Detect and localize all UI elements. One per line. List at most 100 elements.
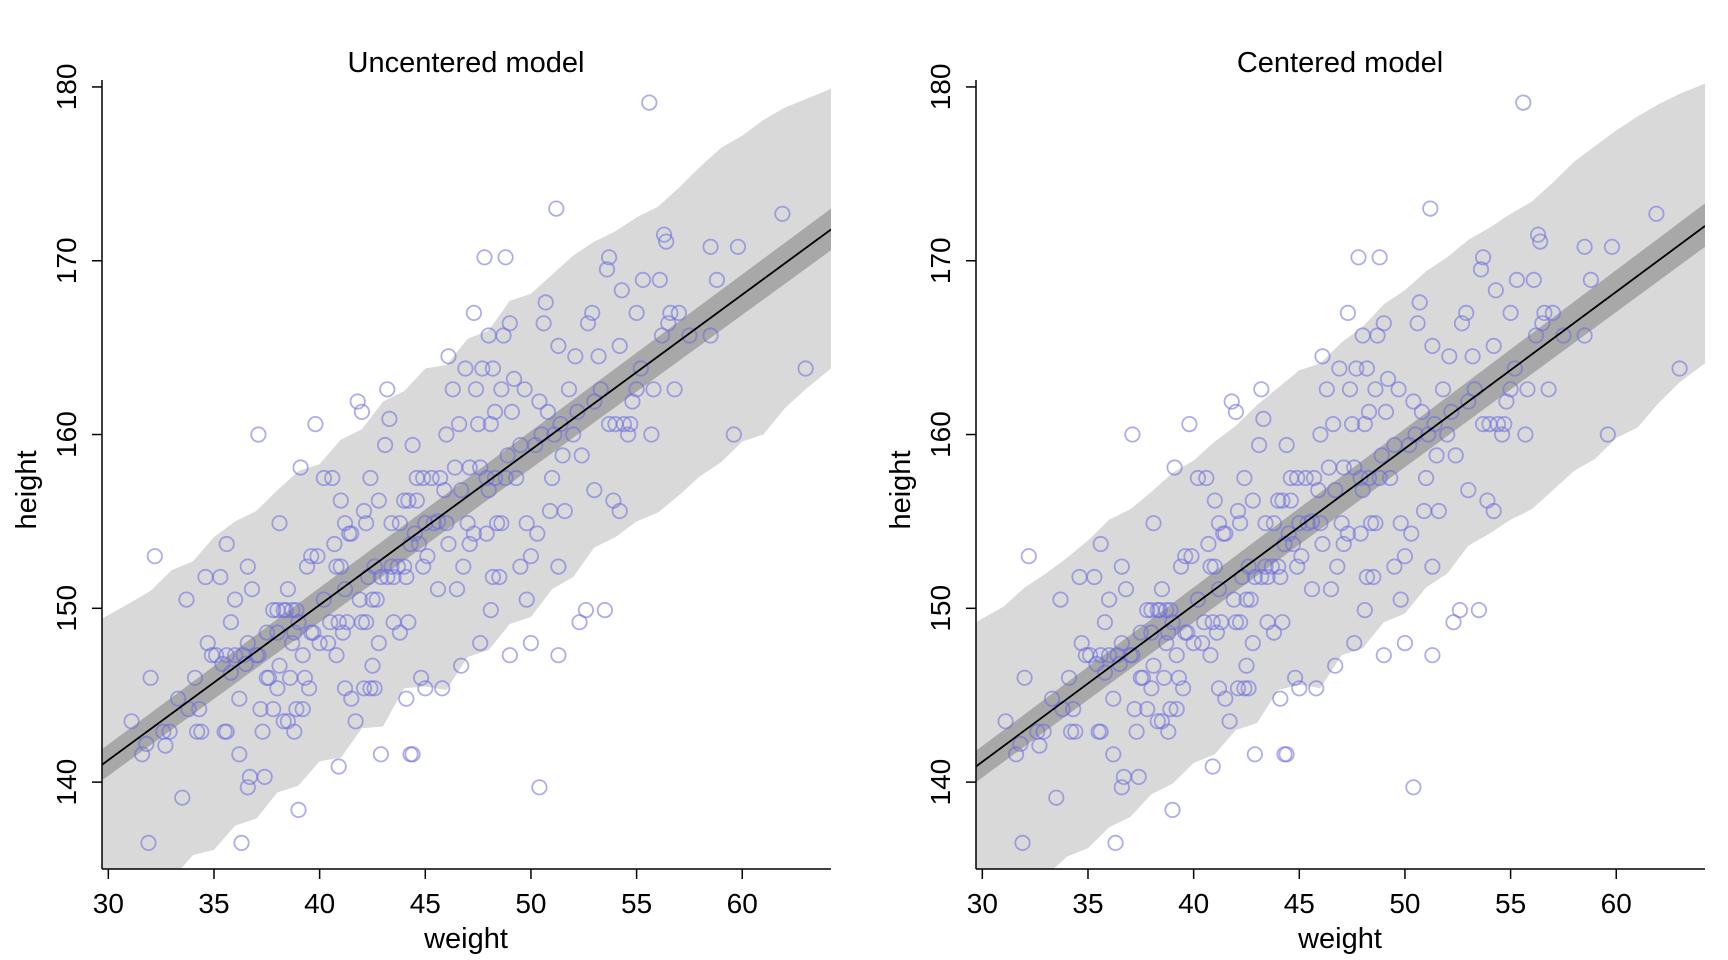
y-tick-label: 180 xyxy=(51,64,82,111)
y-tick-label: 160 xyxy=(51,411,82,458)
data-point xyxy=(478,525,495,542)
data-point xyxy=(389,558,406,575)
data-point xyxy=(410,535,428,553)
data-point xyxy=(1143,680,1160,697)
data-point xyxy=(491,568,508,586)
data-point xyxy=(1360,403,1378,420)
data-point xyxy=(1194,634,1211,652)
data-point xyxy=(1227,403,1245,420)
data-point xyxy=(372,746,389,763)
data-point xyxy=(1532,233,1549,250)
data-point xyxy=(569,403,586,420)
data-point xyxy=(277,601,294,619)
data-point xyxy=(1206,492,1223,509)
data-point xyxy=(1255,410,1272,427)
data-point xyxy=(1196,614,1213,631)
data-point xyxy=(1464,348,1481,365)
data-point xyxy=(725,426,742,443)
data-point xyxy=(1485,337,1502,354)
data-point xyxy=(134,746,151,763)
data-point xyxy=(408,492,425,509)
data-point xyxy=(1379,370,1397,387)
data-point xyxy=(708,271,726,288)
data-point xyxy=(474,360,491,377)
data-point xyxy=(615,415,633,433)
data-point xyxy=(146,548,163,565)
data-point xyxy=(1485,502,1502,520)
data-point xyxy=(349,393,366,410)
data-point xyxy=(1272,568,1289,586)
data-point xyxy=(250,426,267,443)
data-point xyxy=(596,601,614,619)
data-point xyxy=(1181,415,1198,433)
data-point xyxy=(1126,700,1143,718)
data-point xyxy=(1322,581,1340,598)
data-point xyxy=(1405,779,1422,796)
data-point xyxy=(189,723,206,740)
data-point xyxy=(1392,515,1409,532)
data-point xyxy=(376,436,394,454)
data-point xyxy=(1183,548,1200,565)
data-point xyxy=(592,381,609,398)
data-point xyxy=(1341,381,1359,398)
data-point xyxy=(324,469,341,487)
data-point xyxy=(1278,746,1295,763)
data-point xyxy=(355,680,373,697)
data-point xyxy=(1265,515,1283,532)
data-point xyxy=(231,746,248,763)
data-point xyxy=(1101,647,1118,664)
data-point xyxy=(265,700,282,718)
data-point xyxy=(1067,723,1084,740)
data-point xyxy=(292,459,309,476)
data-point xyxy=(298,558,316,575)
data-point xyxy=(286,624,303,641)
data-point xyxy=(1263,558,1280,575)
data-point xyxy=(550,647,567,664)
data-point xyxy=(486,403,504,420)
data-point xyxy=(1274,614,1291,631)
data-point xyxy=(286,723,303,740)
data-point xyxy=(1443,403,1460,420)
data-point xyxy=(1671,360,1688,377)
data-point xyxy=(467,381,485,398)
data-point xyxy=(1576,238,1593,255)
data-point xyxy=(1096,614,1114,631)
data-point xyxy=(1246,746,1264,763)
data-point xyxy=(1113,779,1130,796)
x-tick-label: 50 xyxy=(1389,888,1420,919)
data-point xyxy=(343,525,360,542)
data-point xyxy=(1166,459,1183,476)
data-point xyxy=(486,469,504,487)
data-point xyxy=(457,360,474,377)
y-tick-label: 150 xyxy=(51,585,82,632)
data-point xyxy=(1411,294,1428,311)
data-point xyxy=(391,624,408,641)
data-point xyxy=(1422,200,1439,217)
data-point xyxy=(1289,558,1306,575)
data-point xyxy=(465,525,482,542)
data-point xyxy=(170,690,187,707)
data-point xyxy=(307,415,324,433)
data-point xyxy=(1020,548,1037,565)
data-point xyxy=(334,624,351,641)
data-point xyxy=(353,614,370,631)
data-point xyxy=(450,415,468,433)
data-point xyxy=(681,327,698,344)
data-point xyxy=(1092,535,1109,553)
data-point xyxy=(271,657,288,674)
data-point xyxy=(482,601,499,619)
data-point xyxy=(586,481,603,499)
data-point xyxy=(1434,381,1452,398)
data-point xyxy=(271,515,288,532)
data-point xyxy=(193,723,210,740)
data-point xyxy=(357,614,375,631)
data-point xyxy=(1312,426,1329,443)
data-point xyxy=(448,581,466,598)
data-point xyxy=(651,271,668,288)
data-point xyxy=(1344,415,1361,433)
data-point xyxy=(1327,481,1344,499)
mean-interval-band xyxy=(976,203,1705,783)
data-point xyxy=(436,481,453,499)
data-point xyxy=(400,492,417,509)
